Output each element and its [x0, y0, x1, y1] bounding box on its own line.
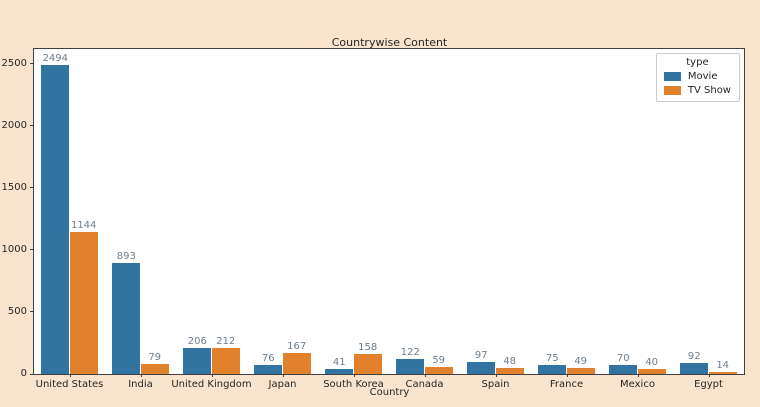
bar-tv-show-south-korea	[353, 354, 382, 374]
legend-title: type	[686, 57, 709, 68]
value-label: 14	[716, 360, 730, 372]
bar-movie-france	[538, 364, 567, 374]
value-label: 59	[432, 354, 446, 366]
y-tick-label: 1500	[1, 181, 27, 193]
value-label: 158	[358, 342, 378, 354]
x-tick-label: Mexico	[620, 379, 655, 390]
x-tick-mark	[637, 374, 639, 377]
value-label: 92	[687, 350, 701, 362]
x-tick-mark	[211, 374, 213, 377]
bar-movie-united-states	[41, 64, 70, 374]
legend: type Movie TV Show	[655, 53, 740, 102]
bar-movie-egypt	[680, 362, 709, 374]
x-tick-mark	[424, 374, 426, 377]
bar-tv-show-mexico	[637, 369, 666, 374]
y-tick-mark	[30, 63, 34, 65]
x-tick-label: United States	[35, 379, 104, 390]
value-label: 79	[148, 352, 162, 364]
value-label: 97	[474, 349, 488, 361]
y-tick-label: 2000	[1, 119, 27, 131]
x-tick-label: India	[128, 379, 153, 390]
bar-tv-show-spain	[495, 368, 524, 374]
x-tick-label: United Kingdom	[171, 379, 252, 390]
x-tick-mark	[495, 374, 497, 377]
value-label: 40	[645, 357, 659, 369]
bar-movie-south-korea	[325, 368, 354, 374]
legend-label-movie: Movie	[687, 71, 718, 82]
x-tick-label: Japan	[268, 379, 297, 390]
x-tick-label: France	[549, 379, 584, 390]
value-label: 48	[503, 356, 517, 368]
bar-tv-show-united-kingdom	[211, 347, 240, 374]
legend-entry-tvshow: TV Show	[663, 85, 731, 96]
bar-tv-show-india	[140, 364, 169, 374]
value-label: 2494	[42, 52, 69, 64]
x-tick-label: Canada	[405, 379, 444, 390]
value-label: 76	[261, 352, 275, 364]
bar-tv-show-france	[566, 367, 595, 374]
y-tick-mark	[30, 249, 34, 251]
x-tick-label: Spain	[481, 379, 510, 390]
value-label: 49	[574, 355, 588, 367]
bar-tv-show-united-states	[69, 232, 98, 374]
value-label: 41	[332, 356, 346, 368]
x-axis-label: Country	[369, 387, 410, 398]
x-tick-mark	[353, 374, 355, 377]
plot-area: 2494 1144 893 79 206 212 76 167 41 158 122 59 97 48 75…	[2, 48, 745, 390]
value-label: 893	[116, 251, 136, 263]
legend-label-tvshow: TV Show	[687, 85, 731, 96]
value-label: 70	[616, 353, 630, 365]
value-label: 167	[287, 341, 307, 353]
x-tick-label: South Korea	[323, 379, 384, 390]
y-tick-mark	[30, 187, 34, 189]
y-tick-label: 500	[7, 305, 27, 317]
x-tick-mark	[282, 374, 284, 377]
value-label: 1144	[70, 220, 97, 232]
x-tick-mark	[566, 374, 568, 377]
bar-movie-india	[112, 263, 141, 374]
x-tick-label: Egypt	[694, 379, 723, 390]
value-label: 212	[216, 335, 236, 347]
bar-tv-show-canada	[424, 366, 453, 374]
x-tick-mark	[69, 374, 71, 377]
bar-movie-spain	[467, 361, 496, 374]
x-tick-mark	[708, 374, 710, 377]
y-tick-label: 1000	[1, 243, 27, 255]
y-tick-label: 0	[20, 368, 27, 379]
bar-movie-united-kingdom	[183, 348, 212, 374]
bar-tv-show-japan	[282, 353, 311, 374]
value-label: 75	[545, 352, 559, 364]
y-tick-mark	[30, 311, 34, 313]
value-label: 206	[187, 336, 207, 348]
bar-movie-mexico	[609, 365, 638, 374]
y-tick-mark	[30, 373, 34, 375]
bar-tv-show-egypt	[708, 372, 737, 374]
y-tick-label: 2500	[1, 57, 27, 69]
tv-show-color-swatch	[663, 86, 681, 95]
value-label: 122	[400, 346, 420, 358]
x-tick-mark	[140, 374, 142, 377]
movie-color-swatch	[663, 72, 681, 81]
legend-entry-movie: Movie	[663, 71, 731, 82]
y-tick-mark	[30, 125, 34, 127]
chart-title: Countrywise Content	[331, 36, 448, 49]
bar-movie-canada	[396, 358, 425, 374]
bar-movie-japan	[254, 364, 283, 374]
